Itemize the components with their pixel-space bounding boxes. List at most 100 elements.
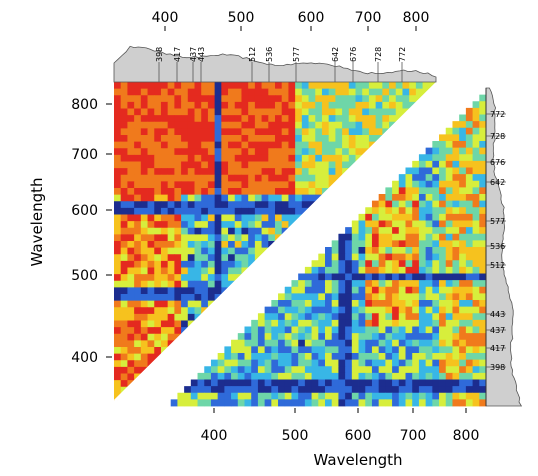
heat-cell (174, 234, 182, 242)
heat-cell (318, 359, 326, 367)
heat-cell (268, 234, 276, 242)
heat-cell (134, 207, 142, 215)
heat-cell (465, 134, 473, 142)
heat-cell (452, 386, 460, 394)
heat-cell (338, 273, 346, 281)
heat-cell (291, 346, 299, 354)
heat-cell (127, 227, 135, 235)
heat-cell (405, 346, 413, 354)
heat-cell (331, 280, 339, 288)
heat-cell (409, 82, 417, 90)
heat-cell (398, 266, 406, 274)
heat-cell (385, 319, 393, 327)
heat-cell (432, 247, 440, 255)
heat-cell (304, 326, 312, 334)
heat-cell (214, 95, 222, 103)
heat-cell (248, 188, 256, 196)
heat-cell (371, 359, 380, 367)
heat-cell (412, 207, 420, 215)
heat-cell (385, 200, 393, 208)
heat-cell (308, 101, 316, 109)
heat-cell (234, 227, 242, 235)
heat-cell (281, 207, 289, 215)
heat-cell (127, 108, 135, 116)
heat-cell (418, 359, 427, 367)
heat-cell (201, 247, 209, 255)
heat-cell (311, 313, 319, 321)
heat-cell (418, 167, 427, 175)
heat-cell (321, 101, 330, 109)
heat-cell (311, 372, 319, 380)
heat-cell (398, 386, 406, 394)
heat-cell (201, 108, 209, 116)
heat-cell (167, 95, 175, 103)
heat-cell (425, 326, 433, 334)
heat-cell (452, 180, 460, 188)
tick-label: 400 (152, 10, 179, 26)
heat-cell (345, 227, 353, 235)
heat-cell (160, 307, 169, 315)
heat-cell (371, 213, 380, 221)
heat-cell (120, 101, 128, 109)
heat-cell (231, 386, 239, 394)
heat-cell (140, 95, 148, 103)
heat-cell (221, 135, 229, 143)
heat-cell (412, 200, 420, 208)
heat-cell (228, 207, 236, 215)
heat-cell (331, 386, 339, 394)
peak-label: 728 (490, 132, 505, 141)
heat-cell (338, 346, 346, 354)
heat-cell (342, 101, 350, 109)
heat-cell (127, 154, 135, 162)
right-spectrum-area (485, 87, 523, 407)
heat-cell (368, 128, 377, 136)
heat-cell (154, 141, 162, 149)
heat-cell (412, 386, 420, 394)
heat-cell (385, 386, 393, 394)
heat-cell (432, 227, 440, 235)
heat-cell (385, 339, 393, 347)
heat-cell (254, 201, 262, 209)
heat-cell (301, 95, 309, 103)
heat-cell (261, 154, 269, 162)
heat-cell (351, 392, 359, 400)
heat-cell (154, 174, 162, 182)
heat-cell (231, 392, 239, 400)
heat-cell (257, 386, 266, 394)
heat-cell (251, 346, 259, 354)
heat-cell (154, 154, 162, 162)
heat-cell (338, 386, 346, 394)
heat-cell (268, 194, 276, 202)
heat-cell (190, 379, 198, 387)
heat-cell (231, 353, 239, 361)
heat-cell (134, 320, 142, 328)
heat-cell (140, 108, 148, 116)
heat-cell (134, 247, 142, 255)
heat-cell (378, 346, 386, 354)
heat-cell (127, 221, 135, 229)
heat-cell (167, 128, 175, 136)
heat-cell (452, 213, 460, 221)
heat-cell (147, 260, 155, 268)
heat-cell (257, 313, 266, 321)
heat-cell (479, 207, 487, 215)
heat-cell (181, 115, 189, 123)
heat-cell (127, 174, 135, 182)
heat-cell (114, 135, 122, 143)
heat-cell (147, 188, 155, 196)
heat-cell (254, 148, 262, 156)
heat-cell (154, 108, 162, 116)
heat-cell (318, 319, 326, 327)
heat-cell (194, 154, 202, 162)
heat-cell (385, 326, 393, 334)
heat-cell (281, 101, 289, 109)
heat-cell (194, 194, 202, 202)
heat-cell (134, 347, 142, 355)
heat-cell (127, 95, 135, 103)
heat-cell (445, 240, 453, 248)
peak-label: 772 (490, 110, 505, 119)
heat-cell (120, 128, 128, 136)
heat-cell (291, 353, 299, 361)
heat-cell (288, 188, 296, 196)
heat-cell (127, 294, 135, 302)
